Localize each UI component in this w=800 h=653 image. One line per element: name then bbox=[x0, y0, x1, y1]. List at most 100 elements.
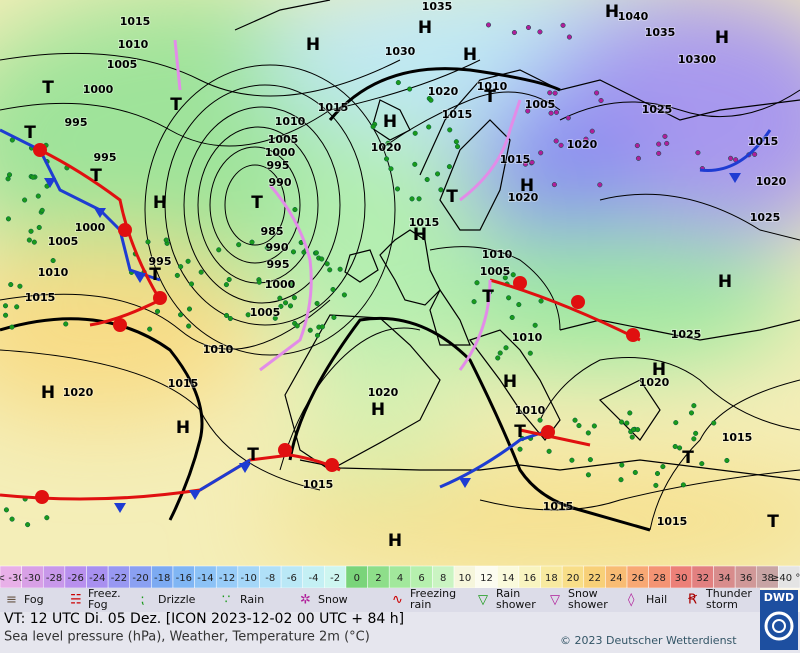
legend-label: shower bbox=[496, 598, 536, 611]
weather-symbol bbox=[664, 140, 670, 146]
isobar-thick bbox=[328, 67, 561, 121]
isobar-label: 1010 bbox=[477, 80, 508, 93]
weather-symbol bbox=[307, 327, 313, 333]
isobar-thick bbox=[0, 317, 204, 521]
weather-symbol bbox=[474, 280, 480, 286]
weather-symbol bbox=[35, 193, 41, 199]
isobar-label: 1000 bbox=[265, 146, 296, 159]
isobar-label: 1025 bbox=[671, 328, 702, 341]
isobar-label: 1000 bbox=[75, 221, 106, 234]
weather-symbol bbox=[653, 482, 659, 488]
legend-label: shower bbox=[568, 598, 608, 611]
legend-label: storm bbox=[706, 598, 738, 611]
occlusion bbox=[458, 279, 492, 371]
legend-icon: ∿ bbox=[392, 593, 403, 608]
weather-symbol bbox=[516, 302, 522, 308]
weather-symbol bbox=[619, 462, 625, 468]
low-pressure: T bbox=[482, 287, 494, 307]
weather-symbol bbox=[6, 172, 13, 178]
weather-symbol bbox=[28, 228, 34, 234]
isobar bbox=[164, 84, 366, 326]
weather-symbol bbox=[525, 108, 531, 114]
isobar-label: 1015 bbox=[25, 291, 56, 304]
weather-symbol bbox=[688, 410, 695, 416]
weather-symbol bbox=[314, 300, 320, 306]
low-pressure: T bbox=[682, 448, 694, 468]
weather-symbol bbox=[227, 315, 233, 322]
weather-symbol bbox=[724, 457, 730, 464]
scale-label: -20 bbox=[132, 573, 148, 584]
weather-symbol bbox=[8, 282, 14, 288]
high-pressure: H bbox=[418, 18, 432, 38]
weather-legend: ≡ Fog ☵ Freez.Fog ⁏ Drizzle ∵ Rain ✲ Snow ∿ Freezin… bbox=[0, 587, 760, 612]
isobar-label: 1020 bbox=[63, 386, 94, 399]
cold-front bbox=[699, 129, 772, 172]
weather-symbol bbox=[506, 295, 512, 301]
high-pressure: H bbox=[605, 2, 619, 22]
weather-symbol bbox=[629, 434, 635, 440]
legend-icon: ⁏ bbox=[140, 593, 144, 608]
occlusion bbox=[459, 99, 522, 202]
weather-symbol bbox=[324, 261, 330, 267]
weather-symbol bbox=[245, 312, 251, 318]
weather-symbol bbox=[471, 299, 477, 305]
isobar bbox=[599, 193, 800, 241]
low-pressure: T bbox=[170, 95, 182, 115]
isobar-label: 1015 bbox=[722, 431, 753, 444]
weather-symbol bbox=[36, 224, 42, 231]
weather-symbol bbox=[198, 269, 204, 275]
weather-symbol bbox=[147, 326, 153, 332]
isobar bbox=[559, 89, 800, 121]
legend-icon: ◊ bbox=[628, 593, 635, 608]
high-pressure: H bbox=[306, 35, 320, 55]
scale-label: -30 bbox=[24, 573, 40, 584]
weather-symbol bbox=[624, 420, 630, 426]
weather-symbol bbox=[330, 286, 336, 293]
weather-symbol bbox=[290, 249, 297, 255]
legend-icon: ▽ bbox=[478, 593, 488, 608]
isobar-label: 995 bbox=[267, 159, 290, 172]
isobar-label: 10300 bbox=[678, 53, 717, 66]
weather-symbol bbox=[587, 457, 593, 463]
weather-symbol bbox=[226, 276, 232, 283]
weather-symbol bbox=[693, 430, 699, 436]
weather-symbol bbox=[385, 140, 391, 146]
weather-symbol bbox=[576, 423, 582, 429]
weather-symbol bbox=[635, 155, 642, 161]
weather-symbol bbox=[384, 156, 390, 162]
legend-label: Thunder bbox=[705, 587, 752, 600]
weather-symbol bbox=[553, 109, 559, 115]
weather-symbol bbox=[585, 430, 591, 436]
weather-symbol bbox=[632, 469, 638, 476]
weather-symbol bbox=[283, 300, 289, 306]
weather-symbol bbox=[291, 295, 297, 301]
front-symbol bbox=[541, 425, 555, 439]
isobar-label: 1010 bbox=[275, 115, 306, 128]
weather-symbol bbox=[50, 258, 56, 264]
weather-symbol bbox=[63, 321, 69, 327]
occlusion bbox=[259, 184, 313, 372]
weather-symbol bbox=[672, 443, 678, 450]
logo-text: DWD bbox=[764, 591, 794, 604]
description: Sea level pressure (hPa), Weather, Tempe… bbox=[4, 630, 370, 645]
weather-symbol bbox=[511, 29, 517, 36]
isobar-label: 1015 bbox=[543, 500, 574, 513]
scale-label: -16 bbox=[176, 573, 192, 584]
weather-symbol bbox=[569, 457, 575, 463]
weather-symbol bbox=[395, 80, 401, 86]
front-symbol bbox=[114, 503, 126, 513]
legend-icon: ✲ bbox=[300, 593, 311, 608]
isobar-label: 990 bbox=[266, 241, 289, 254]
weather-symbol bbox=[9, 516, 15, 522]
isobar-label: 1000 bbox=[83, 83, 114, 96]
scale-label: 36 bbox=[740, 573, 753, 584]
front-symbol bbox=[239, 463, 251, 473]
isobar-label: 1010 bbox=[512, 331, 543, 344]
isobar bbox=[209, 146, 301, 264]
isobar-label: 1035 bbox=[645, 26, 676, 39]
weather-symbol bbox=[527, 350, 533, 356]
scale-label: 22 bbox=[588, 573, 601, 584]
weather-symbol bbox=[287, 303, 294, 309]
legend-icon: ∵ bbox=[222, 593, 230, 608]
